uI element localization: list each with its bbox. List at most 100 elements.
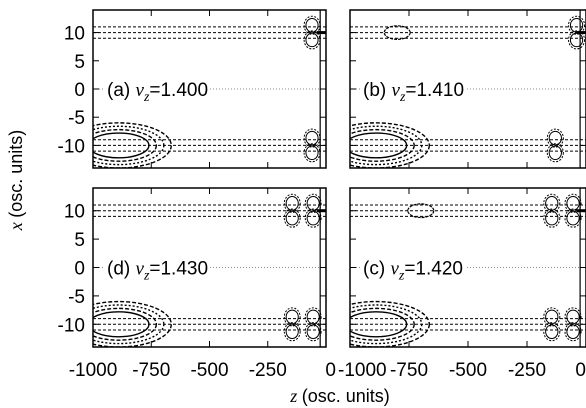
contour-level [548, 145, 562, 161]
panel-label: (a) vz=1.400 [107, 80, 208, 105]
contour-level [306, 324, 320, 339]
contour-level [566, 324, 580, 339]
panel-label-bg [105, 258, 211, 284]
x-tick-label: -500 [190, 360, 228, 381]
contour-level [350, 304, 423, 345]
panel-label: (c) vz=1.420 [363, 259, 463, 284]
contour-level [93, 128, 158, 162]
x-tick-label: 0 [325, 360, 336, 381]
contour-level [543, 322, 561, 342]
x-tick-label: -750 [390, 360, 428, 381]
contour-level [546, 128, 564, 148]
panel-label-value: =1.430 [149, 259, 208, 280]
panel-label-value: =1.420 [404, 259, 463, 280]
panel-label-sub: z [399, 90, 406, 105]
panel-label-prefix: (d) [107, 259, 136, 280]
contour-level [305, 130, 319, 146]
panel-label-bg [361, 258, 465, 284]
contour-level [283, 322, 301, 342]
contour-level [304, 193, 322, 213]
contour-level [383, 25, 411, 40]
contour-level [93, 311, 150, 338]
y-tick-label: -10 [58, 315, 85, 336]
x-axis-label: z (osc. units) [289, 386, 390, 406]
x-axis-rest: (osc. units) [302, 386, 390, 406]
contour-level [303, 143, 321, 163]
y-tick-label: 0 [74, 259, 85, 280]
panel-label-var: v [390, 259, 399, 280]
panel-a [93, 10, 326, 168]
contour-level [545, 309, 559, 325]
contour-level [93, 122, 172, 168]
contour-level [303, 15, 321, 35]
contour-level [93, 132, 150, 159]
contour-level [306, 196, 320, 211]
x-tick-label: -1000 [69, 360, 118, 381]
contour-level [566, 210, 580, 226]
contour-level [545, 210, 559, 226]
y-axis-label: x (osc. units) [6, 130, 26, 232]
x-tick-label: -750 [132, 360, 170, 381]
panel-label-var: v [136, 80, 145, 101]
contour-level [350, 122, 430, 168]
contour-level [304, 208, 322, 228]
contour-level [350, 128, 415, 162]
contour-level [285, 324, 299, 339]
panel-label-sub: z [398, 269, 405, 284]
y-tick-label: -10 [58, 136, 85, 157]
panel-label: (d) vz=1.430 [107, 259, 208, 284]
contour-level [306, 309, 320, 325]
contour-level [546, 143, 564, 163]
x-tick-label: -250 [508, 360, 546, 381]
contour-level [305, 17, 319, 33]
contour-level [569, 17, 584, 33]
contour-level [285, 309, 299, 325]
contour-level [350, 307, 415, 341]
contour-level [543, 193, 561, 213]
panel-label-var: v [136, 259, 145, 280]
contour-level [564, 307, 582, 327]
contour-level [303, 30, 321, 50]
contour-level [93, 304, 165, 345]
x-tick-label: -500 [449, 360, 487, 381]
contour-level [283, 208, 301, 228]
panel-label-value: =1.400 [149, 80, 208, 101]
contour-level [305, 145, 319, 161]
x-tick-label: -250 [249, 360, 287, 381]
panel-d [93, 188, 326, 347]
contour-level [566, 309, 580, 325]
contour-level [306, 210, 320, 226]
contour-level [350, 125, 423, 166]
contour-level [350, 311, 408, 338]
y-tick-label: 5 [74, 52, 85, 73]
panel-label-sub: z [143, 269, 150, 284]
contour-level [564, 208, 582, 228]
x-axis-var: z [289, 386, 302, 406]
y-axis-var: x [6, 218, 26, 232]
contour-level [303, 128, 321, 148]
contour-level [545, 324, 559, 339]
panel-label-prefix: (c) [363, 259, 390, 280]
panel-label-bg [105, 80, 211, 105]
contour-level [350, 132, 408, 159]
contour-level [543, 208, 561, 228]
y-tick-label: 10 [64, 24, 85, 45]
x-tick-label: 0 [575, 360, 586, 381]
contour-level [304, 322, 322, 342]
y-tick-label: 0 [74, 80, 85, 101]
contour-level [93, 125, 165, 166]
panel-label-var: v [392, 80, 401, 101]
contour-level [285, 196, 299, 211]
contour-level [283, 307, 301, 327]
contour-level [93, 307, 158, 341]
contour-level [283, 193, 301, 213]
contour-level [568, 15, 586, 35]
contour-level [285, 210, 299, 226]
contour-level [568, 30, 586, 50]
y-tick-label: 5 [74, 230, 85, 251]
contour-level [304, 307, 322, 327]
contour-level [543, 307, 561, 327]
contour-level [548, 130, 562, 146]
y-tick-label: 10 [64, 202, 85, 223]
